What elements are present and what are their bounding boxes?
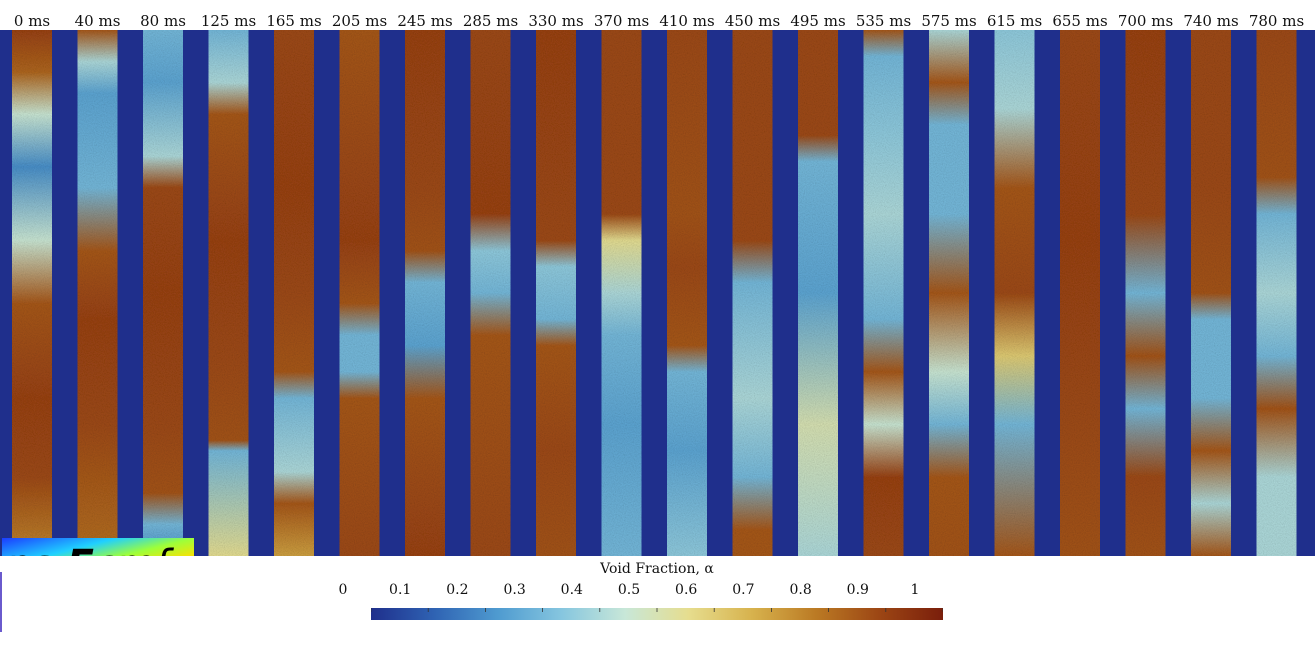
colorbar-tick-label: 0.8 bbox=[789, 582, 812, 598]
colorbar-tick-label: 0.9 bbox=[846, 582, 869, 598]
colorbar-tick-label: 0.1 bbox=[389, 582, 412, 598]
time-label: 125 ms bbox=[200, 12, 257, 30]
time-label: 370 ms bbox=[593, 12, 650, 30]
time-label: 450 ms bbox=[724, 12, 781, 30]
colorbar-tick-label: 0.6 bbox=[675, 582, 698, 598]
snapshot-column bbox=[405, 30, 445, 556]
snapshot-column bbox=[208, 30, 249, 556]
time-label: 780 ms bbox=[1248, 12, 1305, 30]
snapshot-column bbox=[536, 30, 576, 556]
snapshot-column bbox=[667, 30, 707, 556]
time-label: 495 ms bbox=[790, 12, 846, 30]
colorbar-tick-label: 0.4 bbox=[560, 582, 583, 598]
colorbar-tick-label: 0.5 bbox=[617, 582, 641, 598]
time-label: 615 ms bbox=[986, 12, 1043, 30]
void-fraction-snapshots-panel: ns-Ecmf bbox=[0, 30, 1315, 556]
svg-text:ns-Ecmf: ns-Ecmf bbox=[6, 542, 175, 556]
time-label: 165 ms bbox=[266, 12, 322, 30]
time-label: 205 ms bbox=[331, 12, 388, 30]
snapshot-column bbox=[12, 30, 52, 556]
time-label: 245 ms bbox=[397, 12, 453, 30]
colorbar-tick-labels: 0 0.1 0.2 0.3 0.4 0.5 0.6 0.7 0.8 0.9 1 bbox=[0, 582, 1315, 602]
snapshot-column bbox=[143, 30, 183, 556]
colorbar-tick-label: 0.3 bbox=[503, 582, 526, 598]
colorbar-tick-label: 0.7 bbox=[732, 582, 755, 598]
time-label: 40 ms bbox=[74, 12, 121, 30]
colorbar-title: Void Fraction, α bbox=[600, 561, 714, 577]
snapshot-column bbox=[1256, 30, 1297, 556]
logo-text-ns: ns- bbox=[6, 542, 67, 556]
time-label: 285 ms bbox=[462, 12, 519, 30]
time-label: 535 ms bbox=[855, 12, 912, 30]
snapshot-column bbox=[274, 30, 314, 556]
time-label: 0 ms bbox=[13, 12, 51, 30]
left-edge-rule bbox=[0, 572, 2, 632]
snapshot-column bbox=[470, 30, 511, 556]
snapshot-column bbox=[863, 30, 904, 556]
time-label: 410 ms bbox=[659, 12, 715, 30]
logo-text-cmf: cmf bbox=[94, 542, 175, 556]
snapshot-column bbox=[1060, 30, 1100, 556]
colorbar-tick-label: 0.2 bbox=[446, 582, 469, 598]
colorbar bbox=[371, 608, 943, 620]
time-label: 740 ms bbox=[1183, 12, 1239, 30]
colorbar-tick-label: 0 bbox=[338, 582, 348, 598]
logo-text-e: E bbox=[67, 542, 94, 556]
snapshot-column bbox=[798, 30, 838, 556]
snapshot-column bbox=[732, 30, 773, 556]
snapshot-column bbox=[339, 30, 380, 556]
snapshot-column bbox=[77, 30, 118, 556]
snapshot-column bbox=[601, 30, 642, 556]
time-label: 575 ms bbox=[921, 12, 977, 30]
colorbar-tick-label: 1 bbox=[910, 582, 920, 598]
snapshot-column bbox=[929, 30, 969, 556]
snapshot-column bbox=[994, 30, 1035, 556]
time-label: 700 ms bbox=[1117, 12, 1174, 30]
time-label-row: 0 ms 40 ms 80 ms 125 ms 165 ms 205 ms 245 ms 28… bbox=[0, 0, 1315, 30]
snapshot-column bbox=[1191, 30, 1231, 556]
snapshot-column bbox=[1125, 30, 1166, 556]
time-label: 655 ms bbox=[1052, 12, 1108, 30]
time-label: 330 ms bbox=[528, 12, 584, 30]
time-label: 80 ms bbox=[140, 12, 186, 30]
snapshot-columns-canvas bbox=[12, 30, 1297, 556]
ns-ecmf-logo: ns-Ecmf bbox=[2, 538, 194, 556]
